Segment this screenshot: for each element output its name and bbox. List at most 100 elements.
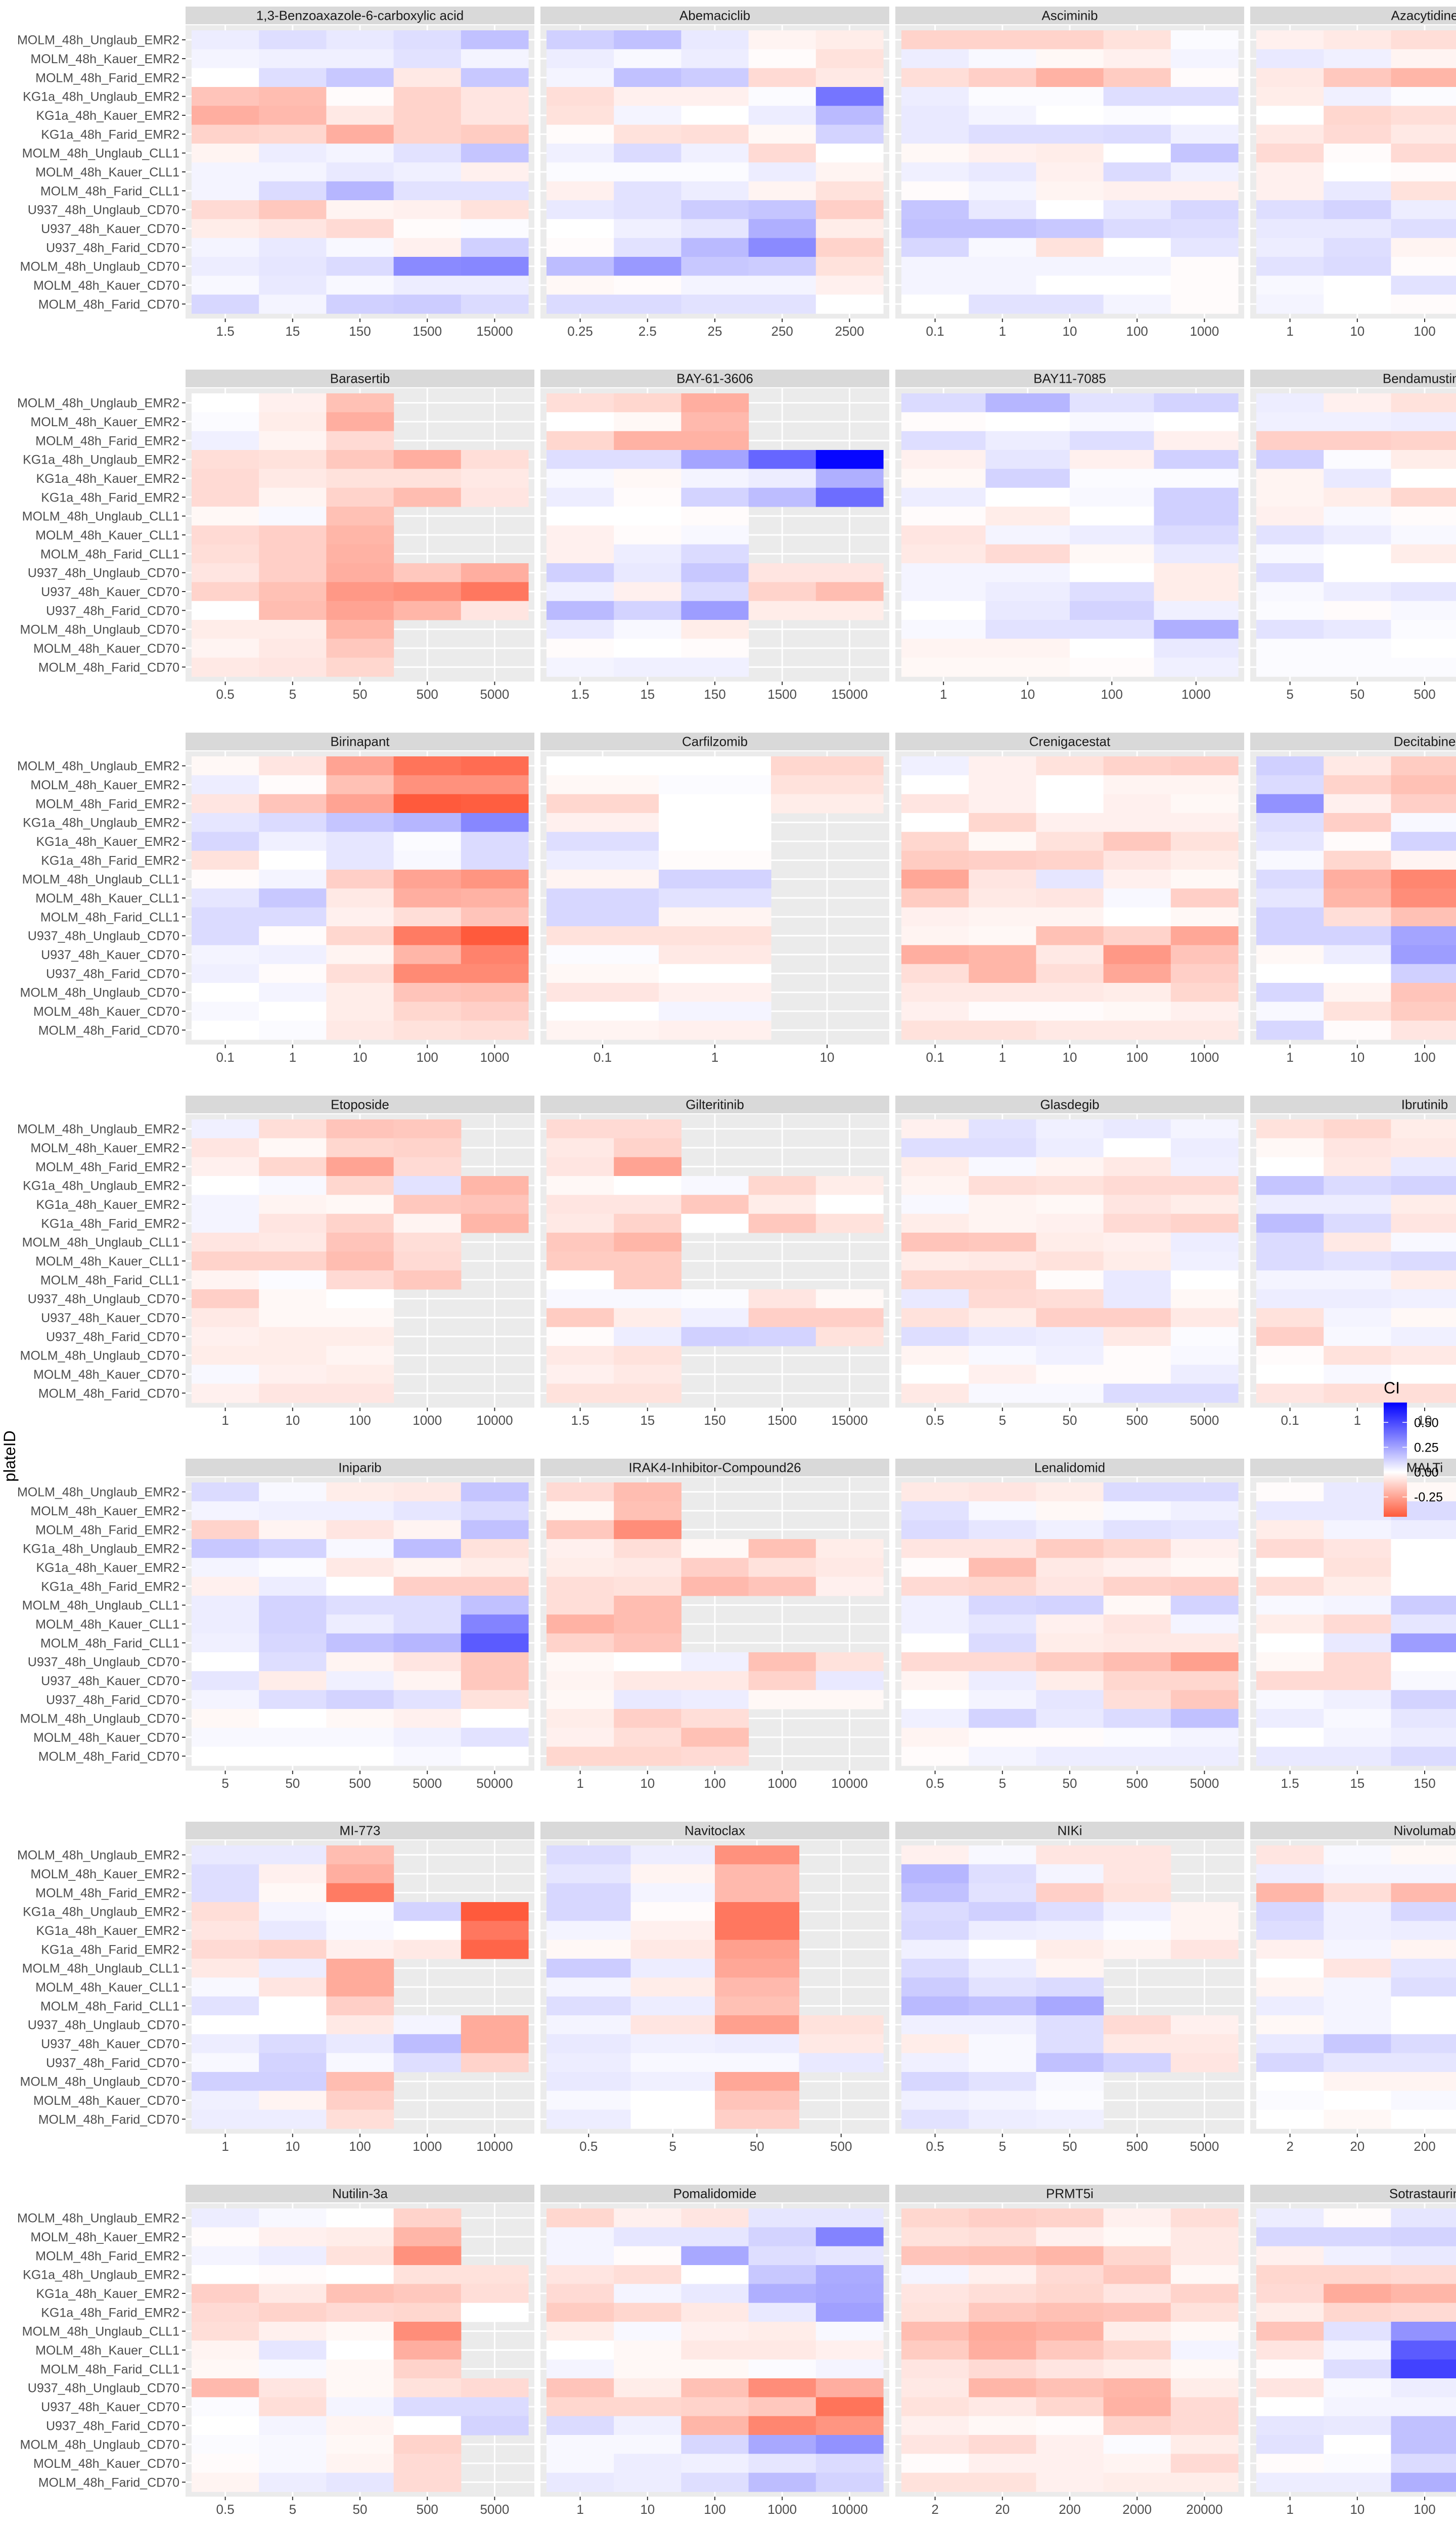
heatmap-tile xyxy=(771,794,884,814)
heatmap-tile xyxy=(748,2208,816,2228)
heatmap-tile xyxy=(681,507,749,526)
heatmap-tile xyxy=(259,1558,327,1577)
heatmap-tile xyxy=(901,2246,969,2266)
heatmap-tile xyxy=(969,2227,1036,2247)
heatmap-tile xyxy=(815,2322,884,2341)
heatmap-tile xyxy=(393,1709,462,1728)
heatmap-tile xyxy=(815,1195,884,1214)
y-tick-label: MOLM_48h_Kauer_EMR2 xyxy=(30,52,179,66)
heatmap-tile xyxy=(1324,945,1391,965)
heatmap-tile xyxy=(1324,832,1391,851)
heatmap-tile xyxy=(748,1671,816,1691)
heatmap-tile xyxy=(1324,2340,1391,2360)
heatmap-tile xyxy=(901,393,986,413)
heatmap-tile xyxy=(1103,2359,1171,2379)
heatmap-tile xyxy=(1103,2435,1171,2454)
heatmap-tile xyxy=(901,1652,969,1672)
heatmap-tile xyxy=(547,2284,614,2304)
heatmap-tile xyxy=(815,563,884,582)
heatmap-tile xyxy=(1036,1902,1104,1921)
heatmap-tile xyxy=(1154,601,1239,620)
heatmap-tile xyxy=(1391,1576,1456,1596)
heatmap-tile xyxy=(192,219,259,239)
x-tick-label: 1 xyxy=(999,1050,1006,1065)
heatmap-tile xyxy=(901,1020,969,1040)
heatmap-tile xyxy=(1103,888,1171,908)
heatmap-tile xyxy=(1256,450,1324,469)
y-tick-label: KG1a_48h_Unglaub_EMR2 xyxy=(23,816,179,830)
heatmap-tile xyxy=(1170,1195,1239,1214)
y-tick-label: KG1a_48h_Farid_EMR2 xyxy=(41,1579,179,1594)
heatmap-tile xyxy=(547,2208,614,2228)
heatmap-tile xyxy=(1324,1690,1391,1709)
heatmap-tile xyxy=(815,1308,884,1328)
x-tick-label: 50000 xyxy=(476,1776,513,1791)
x-tick-label: 1000 xyxy=(767,2502,797,2517)
heatmap-tile xyxy=(901,907,969,927)
heatmap-tile xyxy=(901,870,969,889)
heatmap-tile xyxy=(614,544,681,564)
heatmap-tile xyxy=(1391,412,1456,432)
heatmap-tile xyxy=(1256,2472,1324,2492)
heatmap-tile xyxy=(259,2303,327,2322)
heatmap-tile xyxy=(326,2397,394,2417)
heatmap-tile xyxy=(192,1996,259,2016)
heatmap-tile xyxy=(461,276,529,295)
heatmap-tile xyxy=(1070,507,1155,526)
heatmap-tile xyxy=(1036,2435,1104,2454)
heatmap-tile xyxy=(1036,2072,1104,2091)
heatmap-tile xyxy=(715,2109,800,2129)
x-tick-label: 10000 xyxy=(831,2502,868,2517)
y-tick-label: U937_48h_Kauer_CD70 xyxy=(41,1674,179,1688)
heatmap-tile xyxy=(901,219,969,239)
heatmap-tile xyxy=(192,1902,259,1921)
heatmap-tile xyxy=(1070,487,1155,507)
heatmap-tile xyxy=(901,1883,969,1903)
heatmap-tile xyxy=(326,2454,394,2473)
x-tick-label: 0.5 xyxy=(926,2139,944,2154)
heatmap-tile xyxy=(393,926,462,945)
heatmap-tile xyxy=(748,1690,816,1709)
y-tick-label: U937_48h_Unglaub_CD70 xyxy=(28,203,179,217)
facet-strip xyxy=(186,1096,534,1113)
heatmap-tile xyxy=(547,1959,631,1978)
facet-strip-label: Lenalidomid xyxy=(1034,1460,1105,1475)
heatmap-tile xyxy=(1256,1939,1324,1959)
heatmap-tile xyxy=(326,1119,394,1139)
heatmap-tile xyxy=(259,1365,327,1384)
heatmap-tile xyxy=(1391,1959,1456,1978)
heatmap-tile xyxy=(815,1671,884,1691)
heatmap-tile xyxy=(715,2072,800,2091)
heatmap-tile xyxy=(326,1195,394,1214)
heatmap-tile xyxy=(1256,870,1324,889)
facet-strip xyxy=(540,1096,889,1113)
heatmap-tile xyxy=(259,1020,327,1040)
heatmap-tile xyxy=(901,1959,969,1978)
heatmap-tile xyxy=(259,393,327,413)
heatmap-tile xyxy=(259,1883,327,1903)
heatmap-tile xyxy=(326,1939,394,1959)
heatmap-tile xyxy=(1154,469,1239,488)
heatmap-tile xyxy=(393,1728,462,1747)
heatmap-tile xyxy=(259,1709,327,1728)
heatmap-tile xyxy=(547,2034,631,2054)
heatmap-tile xyxy=(1324,2416,1391,2435)
heatmap-tile xyxy=(259,1501,327,1521)
heatmap-tile xyxy=(901,507,986,526)
heatmap-tile xyxy=(192,2472,259,2492)
legend-colorbar xyxy=(1384,1403,1407,1517)
heatmap-tile xyxy=(969,2322,1036,2341)
heatmap-tile xyxy=(815,238,884,257)
heatmap-tile xyxy=(659,945,771,965)
heatmap-tile xyxy=(614,1233,681,1252)
heatmap-tile xyxy=(901,1996,969,2016)
heatmap-tile xyxy=(547,1020,659,1040)
x-tick-label: 1 xyxy=(1354,1413,1361,1428)
heatmap-tile xyxy=(1170,2454,1239,2473)
facet-strip xyxy=(895,1096,1244,1113)
heatmap-tile xyxy=(547,276,614,295)
heatmap-tile xyxy=(1324,2303,1391,2322)
